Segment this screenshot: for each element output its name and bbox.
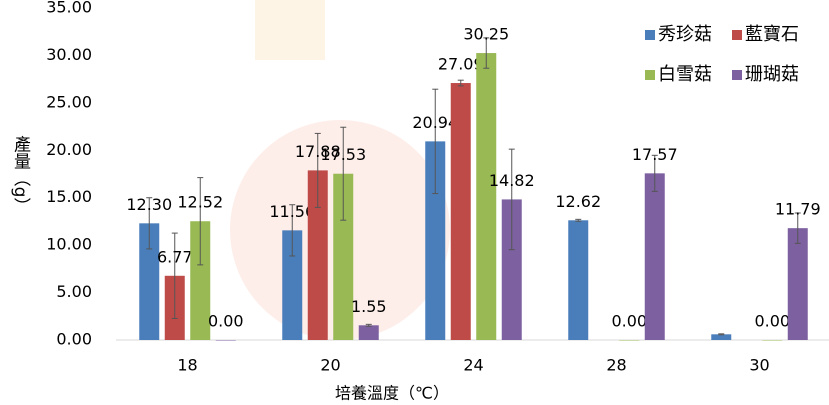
bar <box>358 325 379 340</box>
bar <box>476 53 497 341</box>
legend-label: 秀珍菇 <box>658 24 712 45</box>
y-tick-label: 5.00 <box>56 282 92 301</box>
legend-label: 白雪菇 <box>658 64 712 85</box>
data-label: 17.57 <box>632 145 678 164</box>
legend-swatch <box>732 70 742 80</box>
bar <box>307 170 328 340</box>
y-tick-label: 15.00 <box>46 187 92 206</box>
data-label: 0.00 <box>208 312 244 331</box>
x-tick-label: 24 <box>463 356 483 375</box>
data-label: 12.30 <box>126 195 172 214</box>
data-label: 11.79 <box>775 200 821 219</box>
data-label: 30.25 <box>463 25 509 44</box>
y-axis-title: 產量（g） <box>10 136 31 215</box>
x-tick-label: 20 <box>320 356 340 375</box>
bar <box>450 83 471 341</box>
y-tick-label: 25.00 <box>46 92 92 111</box>
bar <box>139 223 160 340</box>
bar <box>762 340 783 341</box>
bar <box>644 173 665 340</box>
data-label: 17.88 <box>295 142 341 161</box>
data-label: 1.55 <box>351 297 387 316</box>
data-label: 6.77 <box>157 247 193 266</box>
data-label: 11.56 <box>269 202 315 221</box>
bar <box>190 221 211 340</box>
watermark <box>255 0 325 60</box>
bar <box>282 230 303 340</box>
bar <box>215 340 236 341</box>
y-tick-label: 35.00 <box>46 0 92 17</box>
x-tick-label: 30 <box>749 356 769 375</box>
x-tick-label: 28 <box>606 356 626 375</box>
data-label: 27.09 <box>438 55 484 74</box>
data-label: 20.94 <box>412 113 458 132</box>
data-label: 14.82 <box>489 171 535 190</box>
bar <box>501 199 522 340</box>
data-label: 0.00 <box>754 312 790 331</box>
x-tick-label: 18 <box>177 356 197 375</box>
legend-swatch <box>645 70 655 80</box>
y-tick-label: 10.00 <box>46 235 92 254</box>
y-tick-label: 0.00 <box>56 330 92 349</box>
y-tick-label: 30.00 <box>46 45 92 64</box>
legend-label: 珊瑚菇 <box>745 64 799 85</box>
bar <box>425 141 446 340</box>
bar <box>619 340 640 341</box>
bar <box>711 334 732 340</box>
bar <box>568 220 589 340</box>
y-tick-label: 20.00 <box>46 140 92 159</box>
bar <box>333 173 354 340</box>
data-label: 12.62 <box>555 192 601 211</box>
legend-swatch <box>645 30 655 40</box>
data-label: 12.52 <box>177 193 223 212</box>
data-label: 17.53 <box>320 145 366 164</box>
x-axis-title: 培養溫度（℃） <box>335 384 449 403</box>
legend-label: 藍寶石 <box>745 24 799 45</box>
data-label: 0.00 <box>611 312 647 331</box>
legend-swatch <box>732 30 742 40</box>
bar <box>787 228 808 340</box>
